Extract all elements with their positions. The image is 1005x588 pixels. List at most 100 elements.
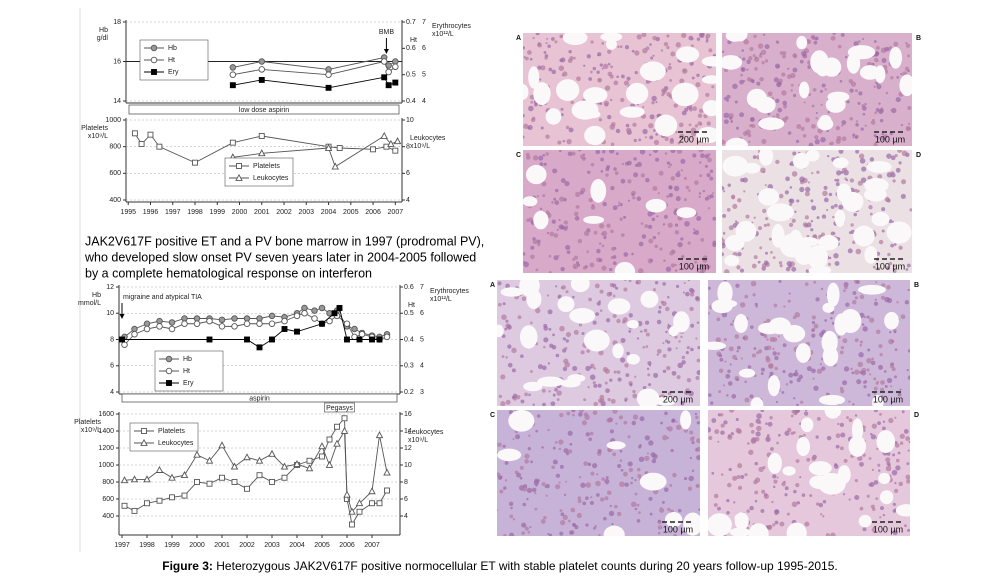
y2-tick-label: 0.6: [404, 284, 414, 291]
cell: [728, 113, 734, 119]
cell: [767, 112, 771, 116]
cell: [589, 431, 594, 436]
cell: [893, 330, 897, 334]
point: [333, 439, 341, 447]
cell: [749, 117, 755, 122]
cell: [880, 295, 886, 300]
cell: [885, 91, 889, 95]
cell: [715, 337, 721, 343]
cell: [839, 386, 844, 391]
cell: [883, 370, 887, 373]
cell: [625, 373, 630, 378]
cell: [832, 215, 835, 219]
cell: [624, 280, 627, 282]
cell: [726, 394, 729, 397]
cell: [530, 370, 533, 373]
cell: [794, 210, 797, 214]
vacuole: [818, 394, 845, 406]
cell: [658, 170, 664, 176]
vacuole: [560, 379, 581, 388]
cell: [870, 432, 873, 436]
cell: [774, 512, 778, 516]
cell: [671, 370, 677, 376]
cell: [696, 358, 700, 363]
cell: [830, 316, 833, 320]
cell: [674, 269, 678, 272]
cell: [632, 389, 636, 394]
cell: [835, 125, 840, 131]
cell: [873, 410, 878, 413]
cell: [675, 420, 678, 423]
arrow-head: [119, 314, 125, 319]
cell: [755, 431, 761, 437]
y-tick-label: 12: [106, 284, 114, 291]
vacuole: [722, 55, 743, 70]
cell: [886, 266, 891, 271]
cell: [754, 499, 758, 503]
cell: [574, 524, 579, 530]
cell: [776, 81, 782, 88]
vacuole: [734, 314, 748, 333]
cell: [896, 301, 899, 304]
cell: [540, 65, 546, 71]
cell: [504, 461, 509, 465]
cell: [524, 453, 530, 459]
cell: [659, 506, 662, 510]
cell: [545, 134, 550, 139]
vacuole: [673, 311, 690, 333]
vacuole: [768, 317, 791, 335]
cell: [511, 347, 517, 354]
cell: [688, 123, 692, 127]
cell: [723, 96, 728, 101]
cell: [872, 118, 875, 121]
cell: [549, 343, 554, 348]
point: [355, 499, 364, 507]
cell: [795, 139, 800, 143]
cell: [601, 265, 607, 271]
cell: [881, 57, 887, 63]
y-tick-label: 8: [110, 336, 114, 343]
cell: [664, 152, 668, 155]
cell: [811, 327, 816, 332]
cell: [638, 138, 642, 142]
vacuole: [675, 46, 700, 63]
cell: [842, 380, 848, 386]
cell: [585, 496, 589, 501]
point: [336, 145, 343, 151]
cell: [645, 177, 650, 183]
point: [131, 507, 138, 514]
cell: [647, 211, 653, 217]
cell: [900, 314, 906, 320]
cell: [543, 162, 547, 166]
cell: [796, 199, 800, 203]
cell: [612, 283, 617, 288]
point: [193, 450, 201, 458]
cell: [638, 456, 645, 463]
cell: [572, 365, 578, 371]
cell: [601, 232, 604, 236]
cell: [784, 486, 789, 491]
cell: [857, 40, 861, 43]
x-tick-label: 2004: [321, 209, 337, 216]
x-tick-label: 1999: [164, 542, 180, 549]
cell: [624, 482, 629, 487]
cell: [526, 155, 531, 160]
cell: [905, 474, 910, 480]
scale-label: 100 µm: [873, 524, 903, 534]
cell: [729, 363, 732, 366]
point: [369, 500, 375, 507]
cell: [850, 367, 853, 371]
cell: [759, 246, 763, 250]
cell: [548, 67, 553, 72]
cell: [728, 225, 734, 231]
cell: [746, 509, 750, 513]
cell: [670, 51, 676, 57]
cell: [613, 246, 617, 250]
cell: [811, 123, 816, 129]
point: [383, 468, 391, 476]
cell: [662, 342, 665, 345]
cell: [521, 531, 525, 535]
cell: [699, 108, 704, 113]
vacuole: [859, 65, 880, 80]
cell: [603, 100, 609, 107]
